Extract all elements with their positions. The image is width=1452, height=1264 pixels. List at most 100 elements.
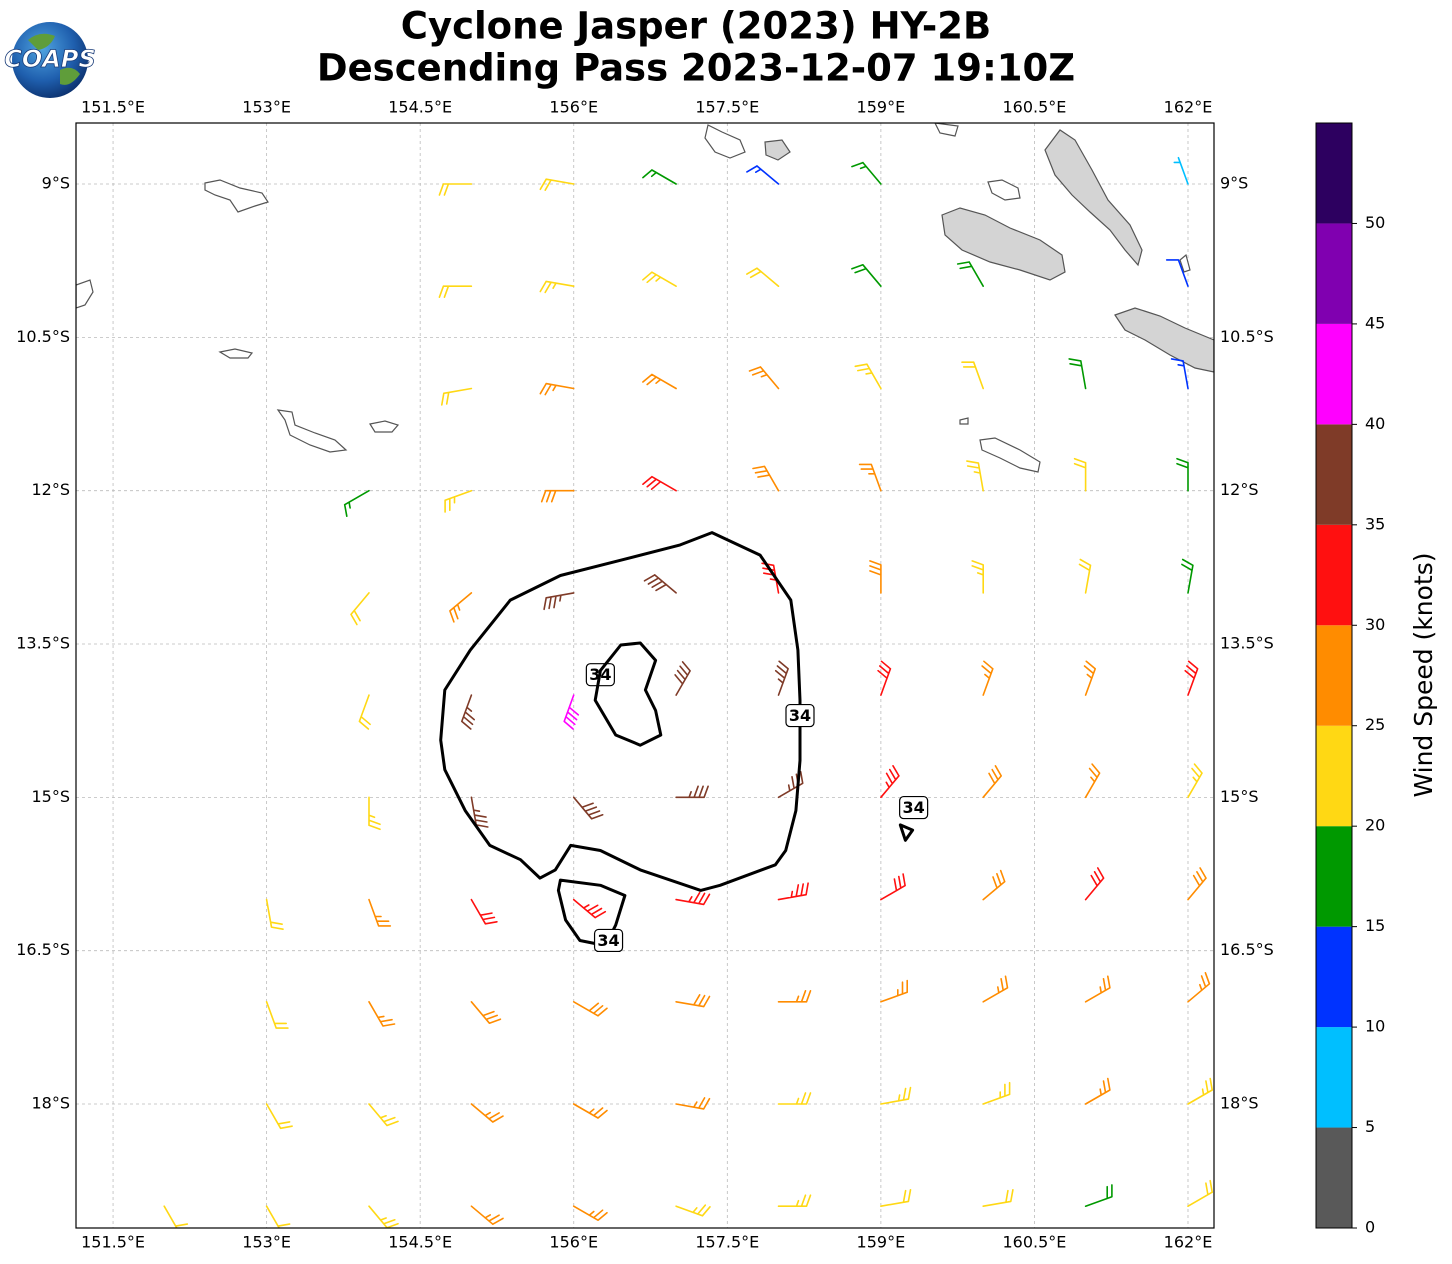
- wind-barb: [774, 660, 789, 696]
- x-tick-label: 154.5°E: [388, 98, 452, 117]
- wind-barb: [1187, 1077, 1213, 1105]
- wind-barb: [470, 1103, 504, 1123]
- colorbar-band: [1316, 223, 1352, 324]
- wind-barb: [539, 280, 575, 294]
- wind-barb: [368, 1001, 396, 1027]
- wind-barb: [675, 1097, 711, 1110]
- coastline: [959, 417, 969, 425]
- colorbar-band: [1316, 123, 1352, 224]
- wind-barb: [1084, 1184, 1113, 1207]
- contour-label: 34: [789, 706, 811, 725]
- y-tick-label: 15°S: [31, 787, 70, 806]
- wind-barb: [572, 796, 604, 820]
- colorbar-tick-label: 0: [1365, 1218, 1375, 1237]
- coastline: [934, 123, 959, 137]
- wind-barb: [163, 1205, 191, 1228]
- colorbar-tick-label: 40: [1365, 414, 1385, 433]
- wind-barb: [1084, 763, 1101, 799]
- wind-barb: [851, 264, 882, 287]
- contour-label: 34: [902, 798, 924, 817]
- x-tick-label: 157.5°E: [695, 1233, 759, 1252]
- wind-barb: [746, 267, 780, 287]
- contour-label: 34: [597, 931, 619, 950]
- island: [1044, 129, 1143, 267]
- wind-barb: [1078, 558, 1092, 594]
- wind-barb: [343, 489, 370, 517]
- wind-barb: [438, 183, 473, 196]
- wind-barb: [752, 465, 780, 492]
- coastline: [1179, 253, 1191, 273]
- coastline: [218, 348, 254, 359]
- wind-barb: [1187, 1179, 1213, 1207]
- chart-subtitle: Descending Pass 2023-12-07 19:10Z: [317, 47, 1075, 90]
- wind-barb: [1170, 358, 1189, 390]
- wind-barb: [642, 271, 677, 287]
- wind-barb: [350, 592, 370, 626]
- wind-barb: [777, 990, 812, 1003]
- x-tick-label: 157.5°E: [695, 98, 759, 117]
- y-tick-label: 15°S: [1220, 787, 1259, 806]
- contour-line: [898, 823, 915, 842]
- colorbar-frame: [1315, 122, 1353, 1229]
- contour-label-box: [593, 928, 624, 953]
- wind-barb: [777, 1092, 812, 1105]
- wind-barb: [470, 796, 489, 828]
- wind-barb: [643, 574, 677, 594]
- wind-barb: [368, 1103, 399, 1127]
- wind-barb: [982, 1189, 1014, 1207]
- island: [1114, 307, 1214, 373]
- plot-background: [76, 123, 1214, 1228]
- wind-barb: [1181, 558, 1194, 594]
- y-tick-label: 9°S: [42, 174, 70, 193]
- wind-barb: [981, 660, 994, 696]
- x-tick-label: 159°E: [857, 1233, 906, 1252]
- coastline: [704, 124, 746, 159]
- wind-barb: [1084, 1077, 1111, 1105]
- colorbar-tick-label: 30: [1365, 615, 1385, 634]
- wind-barb: [444, 489, 473, 513]
- x-tick-label: 159°E: [857, 98, 906, 117]
- colorbar-tick-label: 45: [1365, 313, 1385, 332]
- wind-barb: [572, 1205, 608, 1221]
- wind-barb: [1187, 763, 1203, 799]
- y-tick-label: 12°S: [31, 480, 70, 499]
- x-tick-label: 162°E: [1164, 1233, 1213, 1252]
- colorbar-band: [1316, 524, 1352, 626]
- x-tick-label: 151.5°E: [81, 98, 145, 117]
- wind-barb: [1083, 660, 1096, 696]
- wind-barb: [563, 694, 580, 730]
- wind-barb: [265, 1001, 289, 1029]
- wind-barb: [368, 1205, 399, 1228]
- colorbar-band: [1316, 323, 1352, 425]
- x-tick-label: 154.5°E: [388, 1233, 452, 1252]
- y-tick-label: 18°S: [1220, 1094, 1259, 1113]
- wind-barb: [746, 165, 780, 185]
- wind-barb: [777, 1194, 812, 1207]
- wind-barb: [1073, 457, 1087, 492]
- colorbar-tick-label: 25: [1365, 715, 1385, 734]
- logo-text: COAPS: [4, 45, 95, 73]
- colorbar: 0 5 10 15 20 25 30 35 40 45 50: [1315, 122, 1385, 1237]
- wind-barb: [368, 796, 381, 831]
- wind-barb: [1187, 972, 1211, 1003]
- wind-barb: [1176, 457, 1189, 492]
- chart-title: Cyclone Jasper (2023) HY-2B: [401, 5, 991, 48]
- plot-frame: [75, 122, 1215, 1229]
- x-tick-label: 160.5°E: [1002, 98, 1066, 117]
- axes: 151.5°E 151.5°E 153°E 153°E 154.5°E 154.5°E 15…: [16, 98, 1274, 1252]
- wind-barb: [982, 869, 1006, 901]
- wind-barb: [851, 161, 882, 185]
- wind-barb: [880, 765, 900, 799]
- colorbar-label: Wind Speed (knots): [1409, 552, 1438, 797]
- y-tick-label: 9°S: [1220, 174, 1248, 193]
- island: [764, 139, 791, 161]
- wind-barb: [971, 560, 984, 594]
- colorbar-band: [1316, 826, 1352, 927]
- wind-barb: [880, 979, 908, 1003]
- wind-barb: [675, 891, 711, 906]
- x-tick-label: 151.5°E: [81, 1233, 145, 1252]
- wind-barb: [470, 1001, 502, 1024]
- y-tick-label: 18°S: [31, 1094, 70, 1113]
- y-tick-label: 12°S: [1220, 480, 1259, 499]
